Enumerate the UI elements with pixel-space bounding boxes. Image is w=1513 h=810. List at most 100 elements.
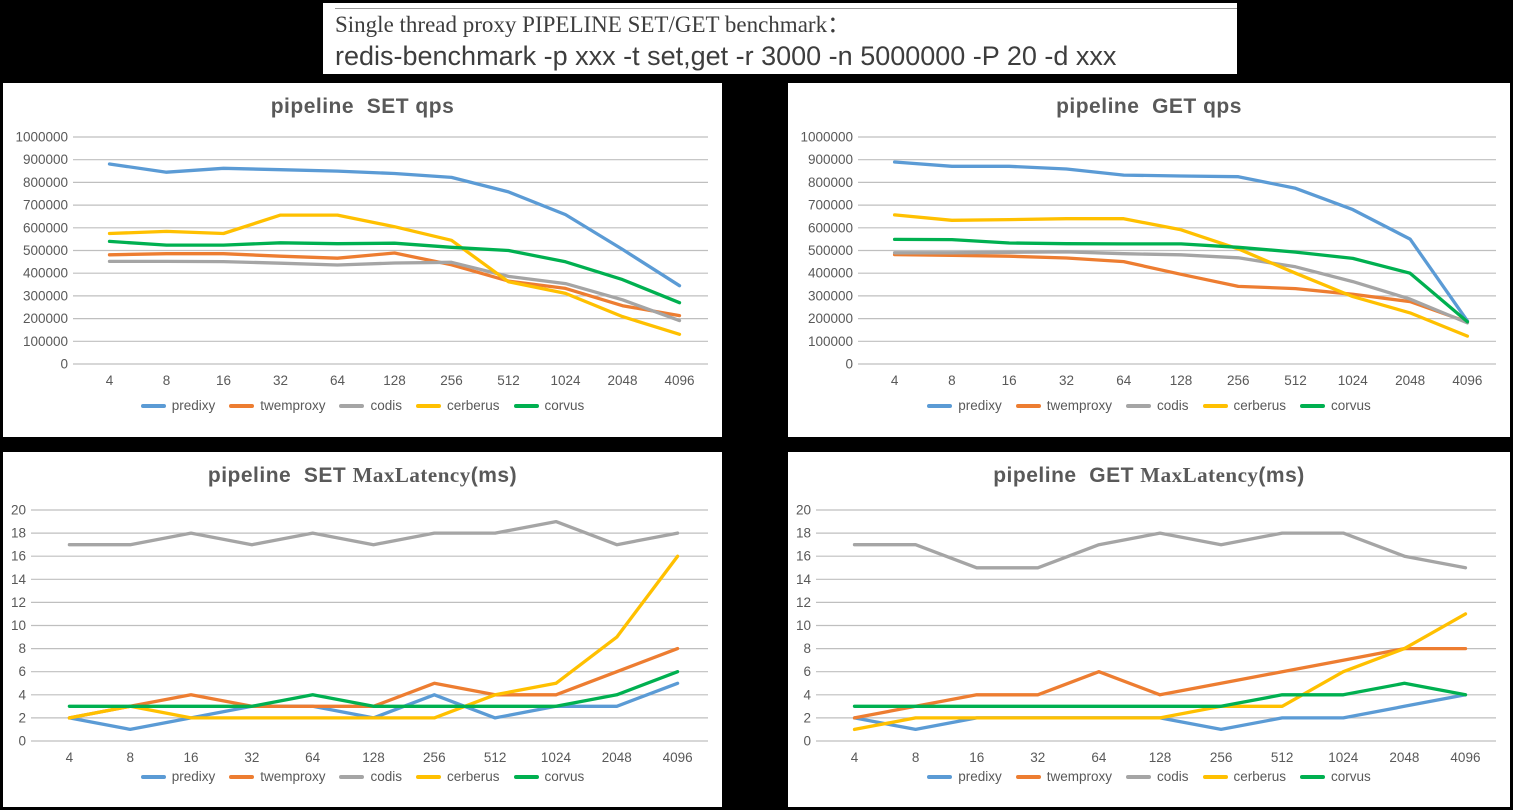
- legend-item-codis: codis: [339, 769, 402, 784]
- x-axis-tick-label: 4: [106, 373, 114, 388]
- y-axis-tick-label: 900000: [23, 152, 68, 167]
- y-axis-tick-label: 12: [11, 595, 26, 610]
- x-axis-tick-label: 512: [1284, 373, 1307, 388]
- chart-title-set-qps: pipeline SET qps: [3, 83, 722, 125]
- legend-label: twemproxy: [1046, 398, 1112, 413]
- x-axis-tick-label: 4096: [664, 373, 694, 388]
- series-line-cerberus: [852, 612, 1468, 732]
- series-line-twemproxy: [892, 252, 1470, 324]
- legend-label: twemproxy: [1046, 769, 1112, 784]
- title-prefix: pipeline SET: [207, 464, 353, 487]
- y-axis-tick-label: 400000: [23, 266, 68, 281]
- legend-label: predixy: [171, 769, 216, 784]
- legend-item-cerberus: cerberus: [416, 769, 500, 784]
- benchmark-title: Single thread proxy PIPELINE SET/GET ben…: [335, 12, 851, 37]
- y-axis-tick-label: 6: [803, 664, 811, 679]
- set-qps-plot: 0 100000 200000 300000 400000 500000 600000 700…: [15, 130, 708, 388]
- x-axis-tick-label: 32: [1030, 750, 1045, 765]
- y-axis-tick-label: 700000: [23, 198, 68, 213]
- legend-label: codis: [1156, 398, 1189, 413]
- series-line-corvus: [67, 670, 680, 708]
- series-line-corvus: [107, 239, 682, 305]
- legend-item-cerberus: cerberus: [1202, 769, 1287, 784]
- panel-get-qps: pipeline GET qps 0 100000 200000 300000 4000…: [788, 83, 1510, 437]
- legend-item-cerberus: cerberus: [1202, 398, 1286, 413]
- legend-marker-twemproxy: [1015, 403, 1041, 408]
- legend-marker-corvus: [1300, 403, 1326, 408]
- legend-marker-cerberus: [1202, 403, 1228, 408]
- legend-item-cerberus: cerberus: [416, 398, 500, 413]
- x-axis-tick-label: 64: [1091, 750, 1107, 765]
- legend-marker-codis: [339, 774, 365, 779]
- series-line-codis: [892, 250, 1470, 325]
- x-axis-tick-label: 2048: [607, 373, 637, 388]
- y-axis-tick-label: 200000: [23, 311, 68, 326]
- y-axis-tick-label: 0: [18, 734, 26, 749]
- legend-label: corvus: [1331, 769, 1371, 784]
- get-qps-legend: predixy twemproxy codis cerberus corvus: [788, 398, 1510, 413]
- x-axis-tick-label: 512: [484, 750, 507, 765]
- x-axis-tick-label: 64: [1116, 373, 1132, 388]
- legend-label: cerberus: [447, 769, 500, 784]
- set-maxlatency-legend: predixy twemproxy codis cerberus corvus: [3, 769, 722, 784]
- y-axis-tick-label: 800000: [808, 175, 853, 190]
- x-axis-tick-label: 2048: [1389, 750, 1419, 765]
- title-prefix: pipeline SET: [270, 95, 416, 118]
- legend-marker-cerberus: [416, 403, 441, 408]
- y-axis-tick-label: 16: [11, 549, 26, 564]
- legend-item-corvus: corvus: [513, 769, 584, 784]
- y-axis-tick-label: 500000: [23, 243, 68, 258]
- legend-label: cerberus: [1233, 769, 1287, 784]
- panel-set-qps: pipeline SET qps 0 100000 200000 300000 4000…: [3, 83, 722, 437]
- y-axis-tick-label: 4: [803, 687, 811, 702]
- legend-label: twemproxy: [260, 769, 326, 784]
- title-suffix: (ms): [1258, 464, 1305, 487]
- legend-label: corvus: [1331, 398, 1371, 413]
- legend-label: corvus: [544, 398, 585, 413]
- x-axis-tick-label: 4096: [1450, 750, 1480, 765]
- x-axis-tick-label: 16: [1002, 373, 1017, 388]
- y-axis-tick-label: 100000: [808, 334, 853, 349]
- legend-marker-twemproxy: [229, 403, 255, 408]
- legend-item-corvus: corvus: [1300, 398, 1371, 413]
- legend-marker-codis: [339, 403, 365, 408]
- legend-marker-twemproxy: [1015, 774, 1041, 779]
- y-axis-tick-label: 4: [18, 687, 26, 702]
- x-axis-tick-label: 4096: [1452, 373, 1482, 388]
- x-axis-tick-label: 256: [423, 750, 446, 765]
- title-serif: MaxLatency: [352, 463, 471, 487]
- y-axis-tick-label: 8: [803, 641, 811, 656]
- chart-title-get-maxlatency: pipeline GET MaxLatency(ms): [788, 452, 1510, 494]
- series-line-twemproxy: [107, 251, 682, 318]
- x-axis-tick-label: 128: [1170, 373, 1193, 388]
- legend-marker-predixy: [927, 403, 953, 408]
- y-axis-tick-label: 18: [796, 526, 811, 541]
- legend-item-codis: codis: [339, 398, 402, 413]
- x-axis-tick-label: 1024: [1328, 750, 1359, 765]
- y-axis-tick-label: 20: [11, 503, 26, 518]
- y-axis-tick-label: 14: [11, 572, 27, 587]
- series-line-cerberus: [892, 213, 1470, 338]
- series-line-codis: [852, 531, 1468, 570]
- y-axis-tick-label: 500000: [808, 243, 853, 258]
- legend-marker-corvus: [513, 774, 539, 779]
- x-axis-tick-label: 128: [362, 750, 385, 765]
- legend-item-twemproxy: twemproxy: [229, 398, 325, 413]
- x-axis-tick-label: 4: [851, 750, 859, 765]
- legend-item-codis: codis: [1125, 769, 1189, 784]
- benchmark-command: redis-benchmark -p xxx -t set,get -r 300…: [335, 41, 1117, 71]
- x-axis-tick-label: 8: [948, 373, 956, 388]
- legend-label: codis: [370, 398, 402, 413]
- legend-label: predixy: [958, 398, 1002, 413]
- legend-label: codis: [1156, 769, 1189, 784]
- legend-item-corvus: corvus: [1300, 769, 1371, 784]
- legend-label: twemproxy: [260, 398, 326, 413]
- legend-marker-predixy: [140, 403, 166, 408]
- y-axis-tick-label: 8: [18, 641, 26, 656]
- y-axis-tick-label: 0: [845, 357, 853, 372]
- x-axis-tick-label: 64: [330, 373, 346, 388]
- legend-marker-codis: [1125, 403, 1151, 408]
